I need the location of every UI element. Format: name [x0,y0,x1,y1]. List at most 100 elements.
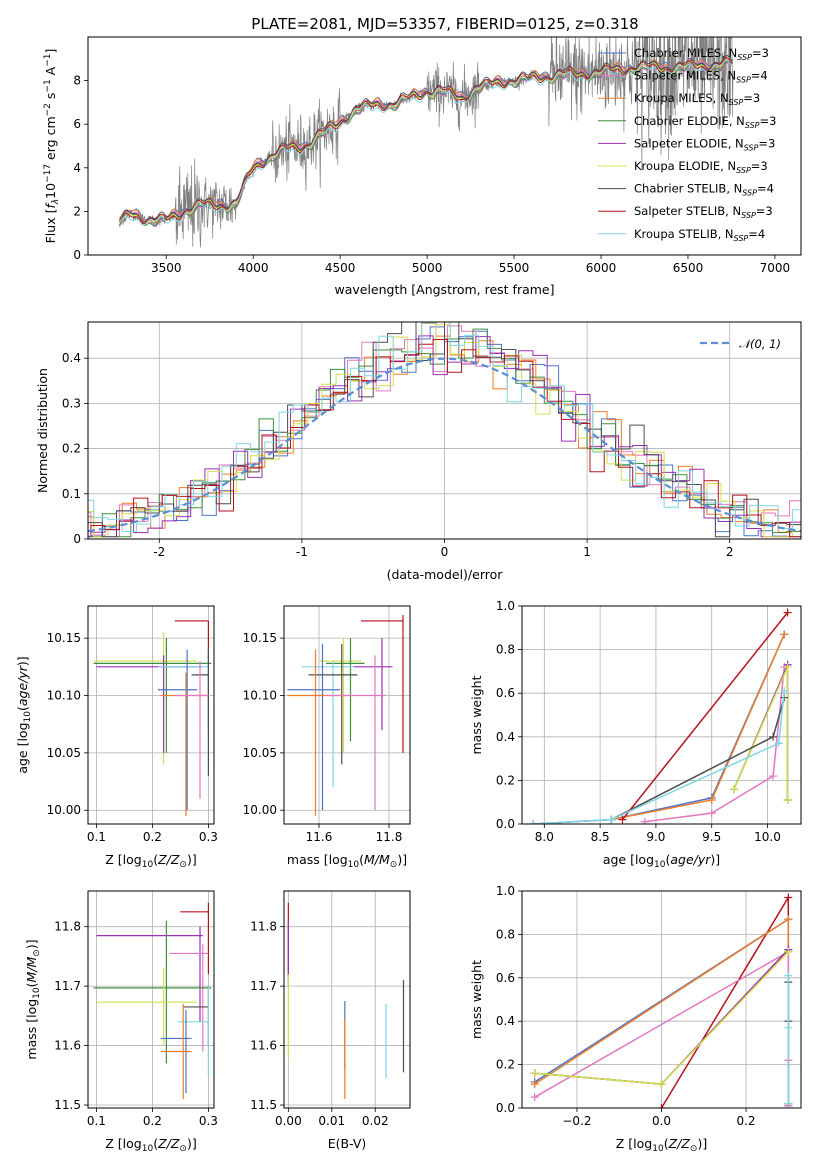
data-point-marker [618,815,627,824]
y-tick-label: 0.4 [496,730,515,744]
legend-entry: Chabrier STELIB, NSSP=4 [634,182,774,198]
x-tick-label: 9.0 [646,830,665,844]
x-axis-label: wavelength [Angstrom, rest frame] [334,282,554,297]
mass-vs-Z-frame [87,890,215,1109]
x-tick-label: 0.3 [199,1114,218,1128]
data-point-marker [707,809,716,818]
spectrum-plot-area [118,37,734,248]
x-tick-label: −0.2 [562,1114,591,1128]
y-tick-label: 6 [73,117,81,131]
y-tick-label: 4 [73,161,81,175]
x-tick-label: 6000 [586,261,617,275]
y-axis-label: mass weight [469,960,484,1039]
x-tick-label: 11.6 [306,830,333,844]
x-axis-label: (data-model)/error [387,567,504,582]
gaussian-reference-curve [88,357,801,533]
y-tick-label: 11.8 [54,920,81,934]
data-point-marker [783,608,792,617]
y-tick-label: 0.6 [496,971,515,985]
legend-entry: Chabrier MILES, NSSP=3 [634,46,769,62]
mass-vs-EBV-frame [283,890,411,1109]
data-point-marker [784,1023,793,1032]
y-tick-label: 10.05 [243,746,277,760]
histogram-salpeter-elodie [88,335,801,538]
x-axis-label: E(B-V) [328,1136,367,1151]
data-point-marker [707,796,716,805]
x-tick-label: 3500 [151,261,182,275]
y-tick-label: 0 [73,248,81,262]
mass-weight-vs-age-area [529,608,792,824]
spectrum-frame [87,36,802,256]
age-vs-mass-frame [283,605,411,825]
y-tick-label: 8 [73,74,81,88]
x-axis-label: Z [log10(Z/Z⊙)] [616,1136,707,1154]
y-axis-label: Normed distribution [35,368,50,493]
y-tick-label: 1.0 [496,884,515,898]
x-tick-label: -1 [296,545,308,559]
mass-vs-EBV-area [287,902,405,1100]
y-tick-label: 11.7 [54,979,81,993]
x-axis-label: Z [log10(Z/Z⊙)] [105,1136,196,1154]
x-tick-label: -2 [153,545,165,559]
y-tick-label: 0.3 [62,396,81,410]
y-tick-label: 11.5 [250,1098,277,1112]
x-tick-label: 4000 [238,261,269,275]
y-tick-label: 11.5 [54,1098,81,1112]
histogram-kroupa-stelib [88,322,801,532]
x-tick-label: 11.8 [376,830,403,844]
data-point-marker [730,785,739,794]
data-point-marker [657,1080,666,1089]
figure-title: PLATE=2081, MJD=53357, FIBERID=0125, z=0… [251,15,638,33]
series-salpeter-stelib [621,612,789,821]
x-axis-label: mass [log10(M/M⊙)] [287,852,407,870]
data-point-marker [780,630,789,639]
legend-entry: Salpeter STELIB, NSSP=3 [634,204,773,220]
y-tick-label: 10.10 [47,688,81,702]
mass-weight-vs-Z-frame [521,890,802,1109]
y-tick-label: 0.2 [62,442,81,456]
y-axis-label: mass weight [469,675,484,754]
y-tick-label: 0.2 [496,1058,515,1072]
data-point-marker [769,732,778,741]
x-tick-label: 2 [726,545,734,559]
x-tick-label: 0.01 [318,1114,345,1128]
model-spectrum-chabrier-stelib [118,55,733,223]
legend-entry: Kroupa STELIB, NSSP=4 [634,227,765,243]
y-tick-label: 0.8 [496,927,515,941]
data-point-marker [769,772,778,781]
y-tick-label: 10.05 [47,746,81,760]
x-tick-label: 0.3 [199,830,218,844]
y-tick-label: 10.00 [47,803,81,817]
data-point-marker [530,1093,539,1102]
data-point-marker [780,687,789,696]
y-tick-label: 10.15 [243,631,277,645]
y-tick-label: 10.10 [243,688,277,702]
y-tick-label: 0.1 [62,487,81,501]
y-tick-label: 0.4 [62,351,81,365]
y-tick-label: 0.0 [496,1101,515,1115]
data-point-marker [784,971,793,980]
y-tick-label: 0 [73,532,81,546]
y-axis-label: Flux [fλ10−17 erg cm−2 s−1 A−1] [43,49,61,244]
x-tick-label: 0.00 [275,1114,302,1128]
legend-entry: Salpeter ELODIE, NSSP=3 [634,136,775,152]
age-vs-Z-frame [87,605,215,825]
y-tick-label: 11.7 [250,979,277,993]
data-point-marker [784,1099,793,1108]
y-tick-label: 10.15 [47,631,81,645]
legend-entry: 𝒩(0, 1) [739,337,781,351]
x-tick-label: 4500 [325,261,356,275]
x-axis-label: age [log10(age/yr)] [603,852,720,870]
y-tick-label: 0.6 [496,686,515,700]
y-tick-label: 0.4 [496,1014,515,1028]
x-tick-label: 0.0 [652,1114,671,1128]
y-tick-label: 0.8 [496,643,515,657]
x-tick-label: 0.02 [362,1114,389,1128]
x-tick-label: 10.0 [754,830,781,844]
x-tick-label: 8.0 [535,830,554,844]
legend-entry: Chabrier ELODIE, NSSP=3 [634,114,776,130]
mass-vs-Z-area [93,902,212,1100]
data-point-marker [774,739,783,748]
y-tick-label: 0.0 [496,817,515,831]
